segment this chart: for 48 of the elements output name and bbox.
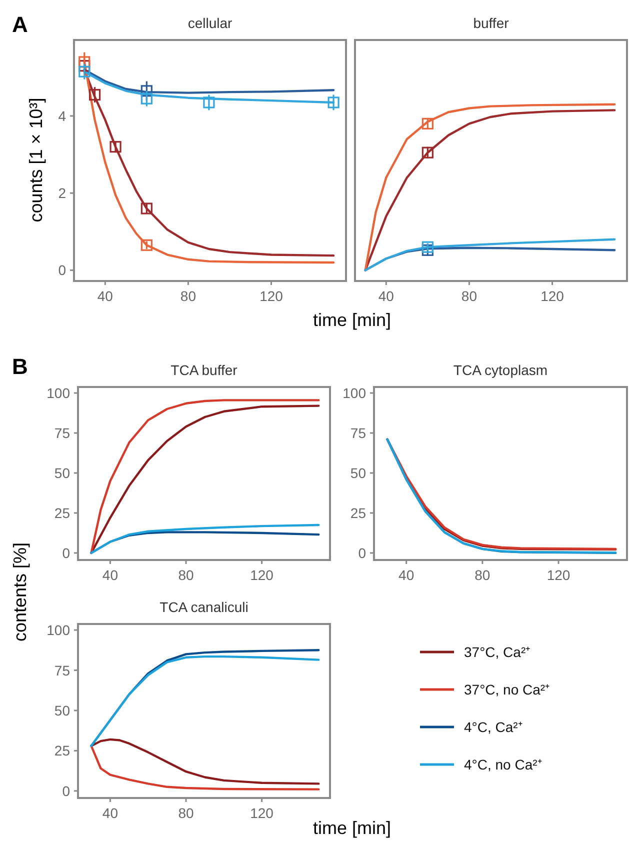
text: B <box>12 354 28 379</box>
y-tick-label: 50 <box>54 702 70 718</box>
x-axis-title: time [min] <box>312 310 392 330</box>
x-tick-label: 80 <box>178 567 194 583</box>
y-tick-label: 100 <box>46 385 70 401</box>
y-tick-label: 25 <box>54 742 70 759</box>
y-tick-label: 0 <box>58 262 66 278</box>
chart-title: buffer <box>473 15 510 31</box>
x-tick-label: 120 <box>540 288 564 304</box>
y-tick-label: 75 <box>54 662 70 678</box>
y-tick-label: 75 <box>350 424 366 441</box>
y-tick-label: 25 <box>54 504 70 521</box>
x-tick-label: 40 <box>398 567 414 583</box>
chart-title: TCA buffer <box>170 362 238 378</box>
y-tick-label: 0 <box>62 782 70 799</box>
y-tick-label: 2 <box>58 185 66 202</box>
y-tick-label: 100 <box>46 622 70 638</box>
y-tick-label: 100 <box>342 385 366 401</box>
x-tick-label: 80 <box>474 567 490 583</box>
y-tick-label: 0 <box>358 544 366 561</box>
chart-title: TCA canaliculi <box>160 599 248 615</box>
chart-title: cellular <box>188 15 233 31</box>
legend-label: 37°C, Ca²⁺ <box>464 644 531 660</box>
x-tick-label: 120 <box>250 805 274 821</box>
x-tick-label: 40 <box>378 288 394 304</box>
text: A <box>12 12 28 37</box>
y-axis-title: counts [1 × 10³] <box>26 98 46 222</box>
y-axis-title: contents [%] <box>10 542 30 642</box>
y-tick-label: 75 <box>54 424 70 441</box>
x-tick-label: 40 <box>97 288 114 304</box>
legend-label: 37°C, no Ca²⁺ <box>464 682 550 698</box>
x-tick-label: 120 <box>260 288 284 304</box>
y-tick-label: 50 <box>350 464 366 481</box>
x-tick-label: 80 <box>180 288 196 304</box>
y-tick-label: 0 <box>62 544 70 561</box>
x-tick-label: 40 <box>102 567 118 583</box>
y-tick-label: 25 <box>350 504 366 521</box>
y-tick-label: 50 <box>54 464 70 481</box>
x-tick-label: 120 <box>250 567 274 583</box>
x-tick-label: 80 <box>178 805 194 821</box>
x-tick-label: 80 <box>461 288 478 304</box>
chart-title: TCA cytoplasm <box>453 362 548 378</box>
legend-label: 4°C, Ca²⁺ <box>464 719 523 735</box>
x-tick-label: 120 <box>546 567 570 583</box>
legend-label: 4°C, no Ca²⁺ <box>464 756 542 772</box>
x-tick-label: 40 <box>102 805 118 821</box>
y-tick-label: 4 <box>58 108 66 124</box>
x-axis-title: time [min] <box>312 818 392 838</box>
